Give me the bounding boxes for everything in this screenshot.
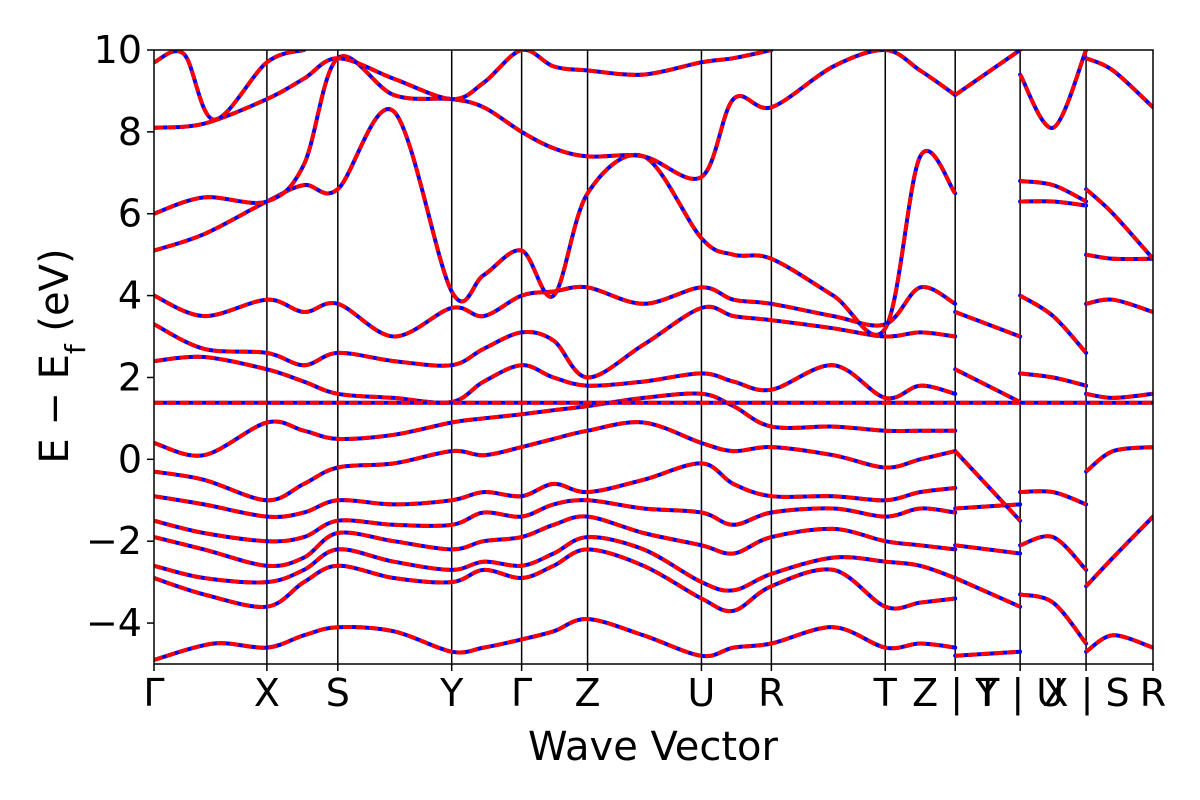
y-axis-label: E − Ef (eV): [32, 248, 92, 463]
band-line-spin-up: [1085, 252, 1153, 262]
bands-group: [154, 50, 1153, 662]
y-tick-label: 2: [118, 355, 142, 399]
band-line-spin-up: [1084, 187, 1153, 261]
x-tick-label: X | S: [1043, 671, 1130, 716]
kpoint-separators: [266, 50, 1087, 664]
band-line-spin-up: [954, 310, 1021, 339]
band-line-spin-up: [1085, 391, 1153, 400]
band-line-spin-up: [154, 391, 956, 458]
x-tick-label: R: [1140, 671, 1166, 715]
plot-frame: [153, 49, 1154, 665]
band-line-spin-up: [154, 304, 956, 380]
band-line-spin-up: [1019, 592, 1088, 645]
x-tick-label: Γ: [143, 671, 164, 715]
band-line-spin-up: [154, 50, 305, 122]
band-line-spin-down: [1018, 50, 1089, 130]
band-line-spin-up: [154, 107, 957, 337]
y-tick-label: −4: [86, 601, 142, 645]
band-line-spin-up: [955, 502, 1021, 511]
band-line-spin-up: [954, 50, 1022, 97]
band-line-spin-up: [154, 547, 956, 614]
x-tick-label: Γ: [511, 671, 532, 715]
band-line-spin-up: [1084, 515, 1153, 588]
band-line-spin-up: [1018, 50, 1088, 130]
band-line-spin-up: [1020, 489, 1087, 507]
band-line-spin-up: [154, 616, 956, 662]
band-line-spin-up: [154, 420, 956, 503]
band-line-spin-down: [154, 616, 958, 662]
band-line-spin-up: [1085, 56, 1153, 109]
x-tick-label: T: [873, 671, 898, 715]
band-line-spin-up: [154, 514, 956, 569]
band-line-spin-down: [154, 50, 958, 216]
band-line-spin-up: [1019, 179, 1088, 204]
band-line-spin-up: [154, 461, 956, 519]
y-tick-label: 0: [118, 437, 142, 481]
band-line-spin-up: [955, 649, 1021, 658]
y-tick-label: 6: [118, 192, 142, 236]
x-tick-label: T | U: [975, 671, 1064, 716]
x-tick-label: R: [758, 671, 784, 715]
band-line-spin-up: [154, 50, 957, 216]
band-line-spin-up: [154, 50, 772, 130]
band-line-spin-up: [954, 367, 1021, 404]
x-tick-label: X: [254, 671, 280, 715]
x-tick-label: U: [688, 671, 716, 715]
y-axis-ticks: −4 −2 0 2 4 6 8 10: [86, 28, 154, 645]
y-axis-label-main: E − E: [32, 354, 78, 464]
y-tick-label: 8: [118, 110, 142, 154]
x-tick-label: Y: [439, 671, 464, 715]
band-line-spin-up: [1019, 293, 1088, 355]
band-line-spin-up: [1019, 371, 1087, 388]
band-line-spin-down: [953, 367, 1023, 404]
band-line-spin-up: [154, 535, 956, 593]
x-tick-label: Z | Y: [912, 671, 999, 716]
band-line-spin-up: [154, 354, 956, 405]
band-line-spin-down: [154, 498, 958, 544]
band-line-spin-up: [154, 284, 957, 339]
band-line-spin-down: [1018, 293, 1089, 355]
band-line-spin-up: [954, 543, 1021, 556]
y-axis-label-unit: (eV): [32, 248, 78, 344]
band-line-spin-up: [1019, 534, 1088, 572]
band-line-spin-up: [1084, 633, 1153, 654]
band-line-spin-up: [1020, 199, 1087, 208]
band-line-spin-down: [154, 50, 306, 122]
band-line-spin-up: [154, 498, 956, 544]
band-line-spin-down: [1018, 534, 1089, 572]
y-tick-label: −2: [86, 519, 142, 563]
x-axis-label: Wave Vector: [528, 724, 779, 770]
x-tick-label: S: [326, 671, 350, 715]
y-axis-label-sub: f: [59, 343, 92, 354]
x-tick-label: Z: [575, 671, 601, 715]
band-line-spin-down: [154, 420, 958, 503]
band-line-spin-up: [953, 449, 1022, 523]
band-line-spin-up: [954, 576, 1021, 609]
y-tick-label: 10: [94, 28, 142, 72]
band-line-spin-up: [1084, 445, 1153, 474]
band-line-spin-up: [1085, 297, 1153, 314]
y-tick-label: 4: [118, 274, 142, 318]
